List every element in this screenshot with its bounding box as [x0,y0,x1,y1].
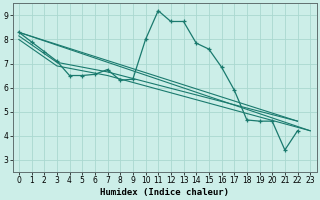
X-axis label: Humidex (Indice chaleur): Humidex (Indice chaleur) [100,188,229,197]
